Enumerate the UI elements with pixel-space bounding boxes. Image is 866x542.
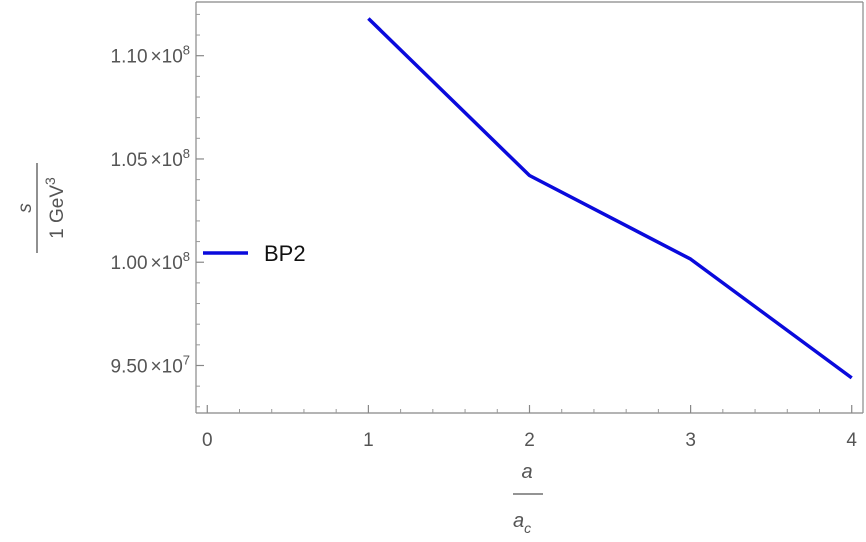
- y-tick-label: 1.00 ×108: [111, 249, 190, 274]
- y-tick-label: 1.10 ×108: [111, 43, 190, 68]
- x-axis-title-numerator: a: [521, 461, 532, 483]
- legend: BP2: [203, 241, 306, 266]
- x-axis-title: a ac: [513, 461, 543, 536]
- y-axis-title: s 1 GeV3: [15, 163, 68, 253]
- x-axis-title-denominator: ac: [513, 510, 531, 536]
- ticks: [196, 13, 853, 413]
- x-tick-label: 1: [363, 430, 374, 451]
- y-tick-mantissa: 9.50: [111, 356, 148, 377]
- plot-frame: [195, 1, 864, 414]
- y-tick-exponent: 7: [183, 352, 190, 367]
- y-tick-exponent: 8: [183, 146, 190, 161]
- x-tick-labels: 0 1 2 3 4: [202, 430, 857, 451]
- y-tick-times: ×10: [151, 356, 183, 377]
- y-axis-title-numerator: s: [15, 203, 36, 213]
- y-tick-mantissa: 1.05: [111, 150, 148, 171]
- legend-label-bp2: BP2: [264, 241, 306, 266]
- x-axis-title-subscript: c: [524, 520, 531, 536]
- y-tick-times: ×10: [151, 47, 183, 68]
- x-tick-label: 2: [524, 430, 535, 451]
- y-tick-exponent: 8: [183, 43, 190, 58]
- y-tick-exponent: 8: [183, 249, 190, 264]
- y-tick-times: ×10: [151, 253, 183, 274]
- series-line-bp2: [367, 17, 853, 380]
- y-axis-title-denominator: 1 GeV3: [42, 177, 68, 239]
- x-tick-label: 3: [685, 430, 696, 451]
- y-tick-times: ×10: [151, 150, 183, 171]
- y-tick-mantissa: 1.00: [111, 253, 148, 274]
- y-tick-mantissa: 1.10: [111, 47, 148, 68]
- y-tick-label: 9.50 ×107: [111, 352, 190, 377]
- x-tick-label: 4: [846, 430, 857, 451]
- y-axis-title-superscript: 3: [42, 177, 58, 185]
- x-tick-label: 0: [202, 430, 213, 451]
- series-layer: [367, 17, 853, 380]
- y-tick-label: 1.05 ×108: [111, 146, 190, 171]
